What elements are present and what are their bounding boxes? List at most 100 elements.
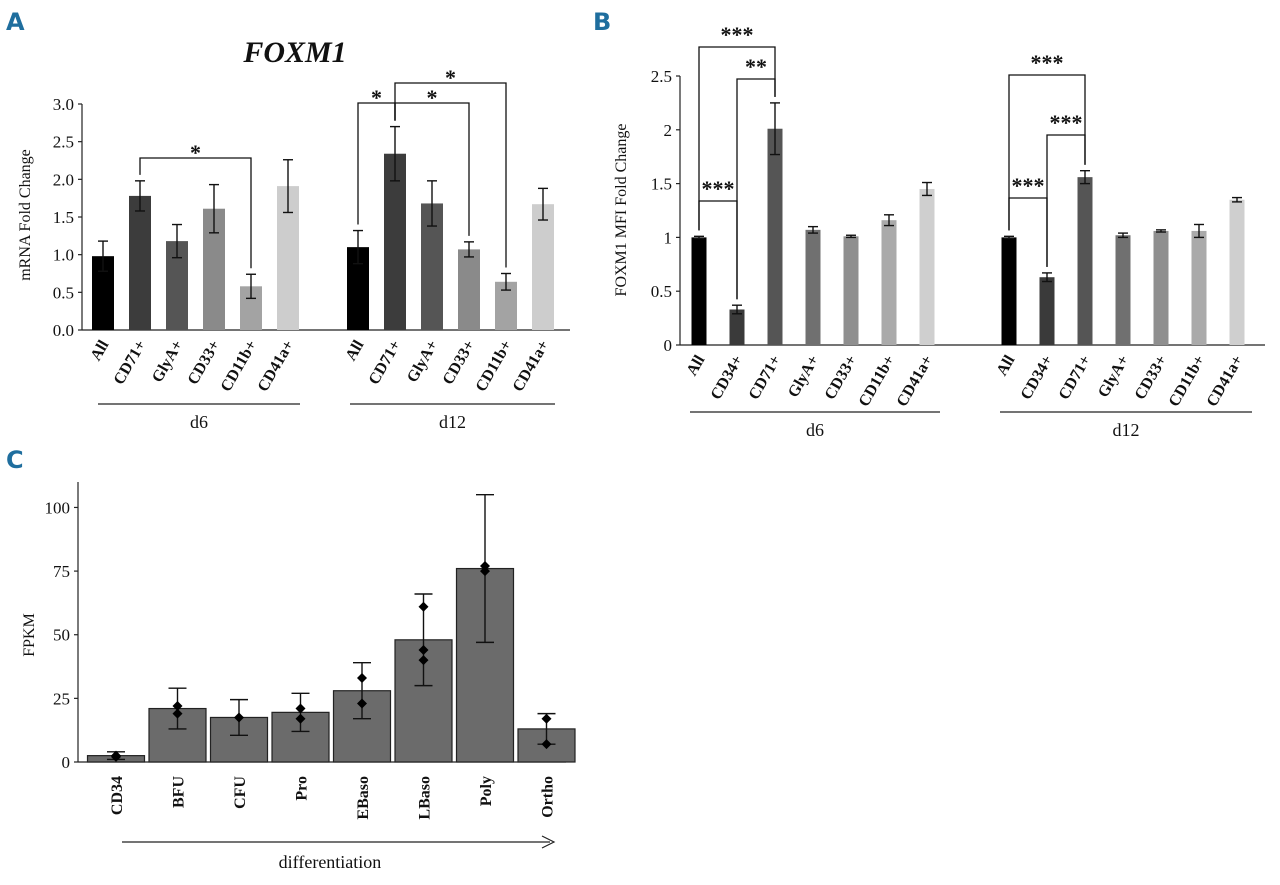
chart-a-category-label: All — [88, 337, 113, 364]
chart-a-significance-label: * — [445, 65, 456, 90]
chart-b-bar — [881, 220, 897, 345]
chart-b-category-label: CD41a+ — [894, 353, 937, 410]
chart-c-data-point — [172, 708, 183, 719]
chart-a-bar — [421, 203, 443, 330]
panel-b-letter: B — [593, 8, 611, 36]
chart-b-significance-bracket — [1008, 74, 1086, 231]
chart-c-data-point — [418, 601, 429, 612]
chart-c-data-point — [234, 712, 244, 723]
chart-c-ylabel: FPKM — [21, 613, 38, 657]
chart-a-bar — [495, 281, 517, 330]
chart-b-significance-label: *** — [1031, 50, 1064, 75]
chart-a-bar — [92, 256, 114, 330]
chart-b-ylabel: FOXM1 MFI Fold Change — [613, 124, 630, 297]
chart-b-bar — [1115, 235, 1131, 345]
chart-b-category-label: GlyA+ — [1095, 353, 1133, 401]
chart-b-y-tick-label: 2.5 — [651, 67, 672, 86]
chart-c-category-label: CD34 — [109, 776, 126, 815]
chart-b-y-tick-label: 0.5 — [651, 282, 672, 301]
chart-b-y-tick-label: 2 — [664, 121, 673, 140]
chart-c-data-point — [357, 698, 367, 709]
chart-a-y-tick-label: 1.5 — [53, 208, 74, 227]
chart-b-category-label: All — [684, 352, 709, 379]
chart-b-category-label: CD71+ — [746, 353, 785, 403]
chart-a-y-tick-label: 2.0 — [53, 170, 74, 189]
chart-a-bar — [347, 247, 369, 330]
chart-c-category-label: Poly — [478, 776, 495, 806]
chart-a-bar — [458, 249, 480, 330]
chart-a-category-label: CD41a+ — [510, 338, 553, 395]
chart-b-significance-label: *** — [721, 22, 754, 47]
chart-b-bar — [1191, 230, 1207, 345]
chart-b-significance-label: *** — [702, 176, 735, 201]
chart-b-group-label: d12 — [1113, 420, 1140, 440]
chart-a-y-tick-label: 1.0 — [53, 246, 74, 265]
chart-a-category-label: CD33+ — [185, 338, 224, 388]
chart-a-group-label: d6 — [190, 412, 208, 432]
chart-a-bar — [240, 286, 262, 330]
chart-b-bar — [805, 229, 821, 345]
chart-a-significance-bracket — [394, 82, 507, 268]
panel-c-letter: C — [6, 446, 24, 474]
chart-a-significance-bracket — [139, 157, 252, 269]
chart-c-data-point — [480, 566, 490, 577]
chart-c-data-point — [418, 645, 429, 655]
chart-a-title: FOXM1 — [242, 36, 346, 69]
panel-c: C FPKM 0 25 50 75 100 CD34 BFU CFU Pro EBaso LBaso… — [6, 446, 576, 872]
chart-b-category-label: CD33+ — [1132, 353, 1171, 403]
chart-c-xlabel: differentiation — [279, 852, 382, 872]
chart-c-y-tick-label: 50 — [53, 626, 70, 645]
chart-c-y-tick-label: 75 — [53, 562, 70, 581]
chart-a-y-tick-label: 0.5 — [53, 283, 74, 302]
chart-b-bar — [767, 128, 783, 345]
chart-c-data-point — [541, 739, 552, 750]
chart-c-data-point — [295, 713, 306, 724]
chart-a-group-label: d12 — [439, 412, 466, 432]
chart-a-category-label: All — [343, 337, 368, 364]
chart-c-category-label: Ortho — [540, 776, 557, 818]
chart-a-bar — [384, 153, 406, 330]
chart-b-bar — [1153, 230, 1169, 345]
chart-a-category-label: GlyA+ — [149, 338, 187, 386]
chart-b-category-label: CD34+ — [708, 353, 747, 403]
chart-a-category-label: GlyA+ — [404, 338, 442, 386]
chart-a-significance-label: * — [190, 140, 201, 165]
chart-c-data-point — [418, 655, 429, 666]
chart-b-y-tick-label: 1 — [664, 228, 673, 247]
chart-c-y-tick-label: 100 — [45, 498, 71, 517]
chart-c-y-tick-label: 25 — [53, 689, 70, 708]
chart-c-category-label: CFU — [232, 776, 249, 809]
chart-c-data-point — [172, 701, 183, 711]
chart-b-category-label: CD11b+ — [1166, 353, 1209, 410]
chart-a-bar — [166, 241, 188, 330]
chart-b-category-label: GlyA+ — [785, 353, 823, 401]
chart-b-significance-label: *** — [1050, 110, 1083, 135]
chart-c-category-label: EBaso — [355, 776, 372, 820]
chart-b-bar — [1039, 277, 1055, 345]
chart-a-category-label: CD71+ — [111, 338, 150, 388]
chart-c-data-point — [541, 713, 552, 724]
chart-a-y-tick-label: 3.0 — [53, 95, 74, 114]
chart-a-category-label: CD71+ — [366, 338, 405, 388]
chart-c-data-point — [111, 750, 121, 761]
chart-a-bar — [532, 204, 554, 330]
panel-a: A FOXM1 mRNA Fold Change 0.0 0.5 1.0 1.5 2.0… — [6, 8, 570, 432]
chart-b-bar — [1077, 177, 1093, 345]
chart-a-bar — [129, 195, 151, 330]
chart-c-plot: 0 25 50 75 100 CD34 BFU CFU Pro EBaso LBaso Poly Ort… — [45, 482, 576, 849]
chart-b-bar — [1229, 199, 1245, 345]
chart-b-category-label: CD11b+ — [856, 353, 899, 410]
chart-b-category-label: All — [994, 352, 1019, 379]
chart-c-data-point — [357, 673, 367, 683]
chart-b-bar — [691, 237, 707, 345]
chart-c-data-point — [480, 561, 490, 571]
chart-b-bar — [843, 236, 859, 345]
chart-a-significance-label: * — [371, 85, 382, 110]
chart-b-category-label: CD33+ — [822, 353, 861, 403]
chart-b-bar — [729, 309, 745, 345]
chart-b-y-tick-label: 0 — [664, 336, 673, 355]
